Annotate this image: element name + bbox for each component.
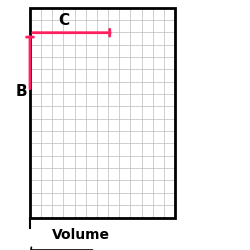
Text: B: B — [16, 84, 28, 99]
Bar — [30, 8, 175, 218]
Bar — [30, 8, 175, 218]
Text: C: C — [58, 13, 70, 28]
Text: Volume: Volume — [52, 228, 110, 242]
